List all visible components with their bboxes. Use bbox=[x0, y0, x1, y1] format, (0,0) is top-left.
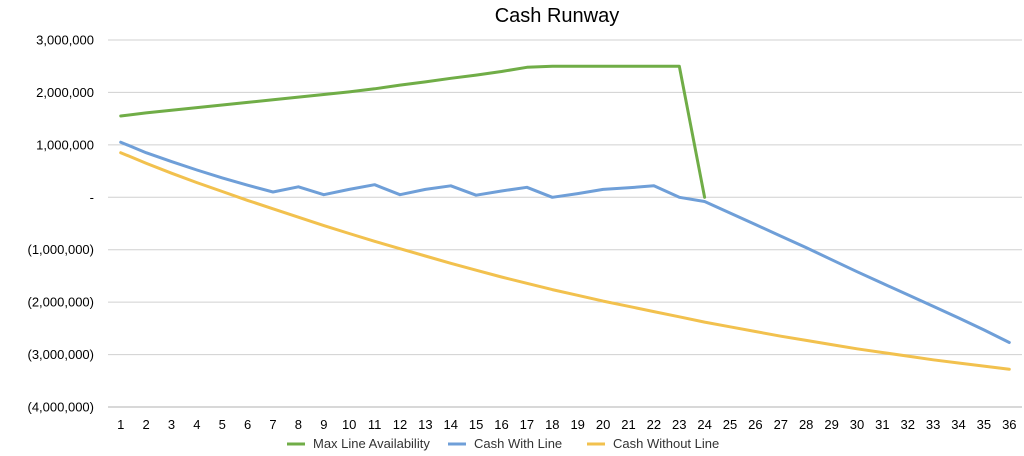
y-tick-label: (4,000,000) bbox=[28, 400, 95, 415]
x-tick-label: 16 bbox=[494, 417, 508, 432]
legend-label-max-line-availability: Max Line Availability bbox=[313, 436, 430, 451]
series-line-max-line-availability bbox=[119, 64, 707, 199]
x-tick-label: 24 bbox=[697, 417, 711, 432]
x-tick-label: 14 bbox=[444, 417, 458, 432]
x-tick-label: 3 bbox=[168, 417, 175, 432]
x-tick-label: 22 bbox=[647, 417, 661, 432]
x-tick-label: 34 bbox=[951, 417, 965, 432]
x-tick-label: 17 bbox=[520, 417, 534, 432]
legend: Max Line Availability Cash With Line Cash … bbox=[287, 436, 719, 451]
x-tick-label: 25 bbox=[723, 417, 737, 432]
x-tick-label: 5 bbox=[219, 417, 226, 432]
x-tick-label: 36 bbox=[1002, 417, 1016, 432]
x-tick-label: 19 bbox=[570, 417, 584, 432]
x-tick-label: 33 bbox=[926, 417, 940, 432]
x-tick-label: 21 bbox=[621, 417, 635, 432]
x-tick-label: 31 bbox=[875, 417, 889, 432]
x-tick-label: 8 bbox=[295, 417, 302, 432]
x-tick-label: 26 bbox=[748, 417, 762, 432]
x-tick-label: 1 bbox=[117, 417, 124, 432]
x-tick-label: 32 bbox=[901, 417, 915, 432]
y-tick-label: (1,000,000) bbox=[28, 242, 95, 257]
x-tick-label: 7 bbox=[269, 417, 276, 432]
x-tick-label: 29 bbox=[824, 417, 838, 432]
x-tick-label: 9 bbox=[320, 417, 327, 432]
x-tick-label: 6 bbox=[244, 417, 251, 432]
x-tick-label: 18 bbox=[545, 417, 559, 432]
x-tick-label: 11 bbox=[368, 417, 382, 432]
y-axis-ticks: 3,000,000 2,000,000 1,000,000 - (1,000,000) (… bbox=[28, 33, 95, 415]
x-tick-label: 12 bbox=[393, 417, 407, 432]
y-tick-label: 3,000,000 bbox=[36, 33, 94, 48]
x-tick-label: 13 bbox=[418, 417, 432, 432]
y-tick-label: (3,000,000) bbox=[28, 347, 95, 362]
x-tick-label: 35 bbox=[977, 417, 991, 432]
x-tick-label: 20 bbox=[596, 417, 610, 432]
chart-title: Cash Runway bbox=[495, 5, 620, 27]
y-tick-label: - bbox=[90, 190, 94, 205]
y-tick-label: 1,000,000 bbox=[36, 137, 94, 152]
y-tick-label: 2,000,000 bbox=[36, 85, 94, 100]
series-line-cash-without-line bbox=[119, 151, 1011, 371]
x-tick-label: 28 bbox=[799, 417, 813, 432]
x-tick-label: 23 bbox=[672, 417, 686, 432]
x-axis-ticks: 1 2 3 4 5 6 7 8 9 10 11 12 13 14 15 16 17 18 19 20 21 22 23 24 2… bbox=[117, 417, 1016, 432]
x-tick-label: 15 bbox=[469, 417, 483, 432]
series-line-cash-with-line bbox=[119, 140, 1011, 344]
legend-label-cash-with-line: Cash With Line bbox=[474, 436, 562, 451]
x-tick-label: 27 bbox=[774, 417, 788, 432]
x-tick-label: 2 bbox=[142, 417, 149, 432]
gridlines bbox=[108, 39, 1022, 408]
legend-label-cash-without-line: Cash Without Line bbox=[613, 436, 719, 451]
y-tick-label: (2,000,000) bbox=[28, 295, 95, 310]
x-tick-label: 10 bbox=[342, 417, 356, 432]
x-tick-label: 30 bbox=[850, 417, 864, 432]
x-tick-label: 4 bbox=[193, 417, 200, 432]
series-lines bbox=[119, 64, 1011, 371]
